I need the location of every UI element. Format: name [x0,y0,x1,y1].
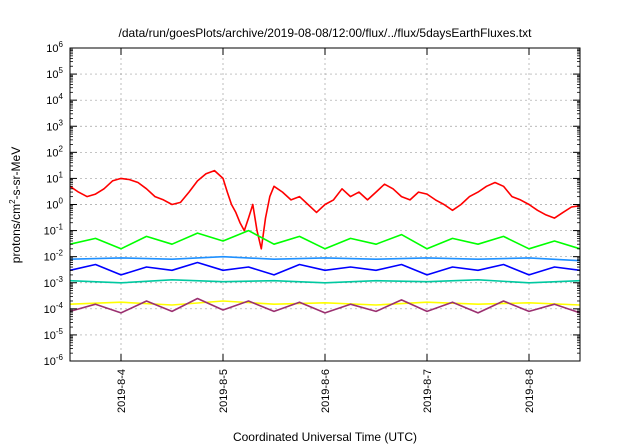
x-axis-label: Coordinated Universal Time (UTC) [233,430,417,444]
x-tick-label: 2019-8-4 [116,369,128,413]
series-line-1 [69,169,581,250]
y-axis-ticks: 10-6 10-5 10-4 10-3 10-2 10-1 100 101 102 103 104 1… [44,40,580,368]
y-tick-label: 10-4 [44,301,64,316]
x-tick-label: 2019-8-5 [218,369,230,413]
x-tick-label: 2019-8-7 [422,369,434,413]
x-tick-label: 2019-8-6 [320,369,332,413]
y-tick-label: 101 [46,170,63,185]
y-tick-label: 104 [46,92,63,107]
y-tick-label: 10-1 [44,223,64,238]
y-tick-label: 103 [46,118,63,133]
x-tick-label: 2019-8-8 [524,369,536,413]
series-line-2 [69,229,581,250]
chart-title: /data/run/goesPlots/archive/2019-08-08/1… [119,26,533,40]
y-tick-label: 10-5 [44,327,64,342]
series-line-5 [69,279,581,284]
y-tick-label: 105 [46,66,63,81]
x-axis-ticks: 2019-8-4 2019-8-5 2019-8-6 2019-8-7 2019-8-8 [116,48,536,413]
series-line-4 [69,261,581,276]
y-tick-label: 100 [46,197,63,212]
y-tick-label: 10-3 [44,275,64,290]
y-axis-label: protons/cm2-s-sr-MeV [8,147,23,263]
series-layer [69,169,581,314]
y-tick-label: 102 [46,144,63,159]
y-tick-label: 106 [46,40,63,55]
y-tick-label: 10-6 [44,353,64,368]
series-line-7 [69,297,581,314]
y-tick-label: 10-2 [44,249,64,264]
series-line-3 [69,255,581,262]
